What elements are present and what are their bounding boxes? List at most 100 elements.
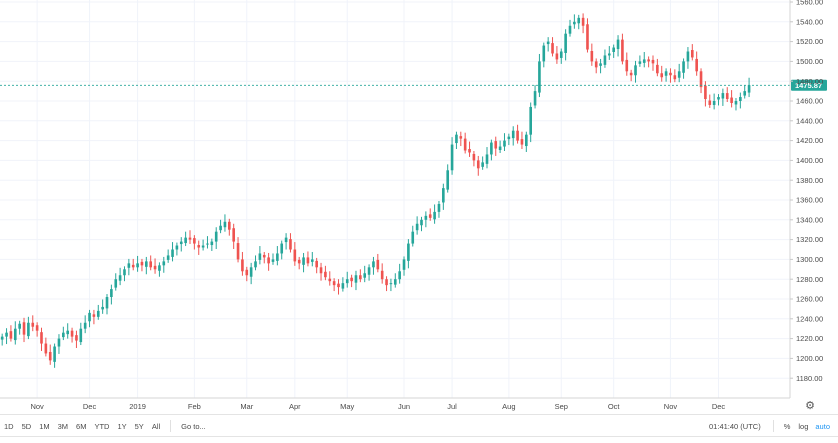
candle xyxy=(228,218,231,236)
range-button-5d[interactable]: 5D xyxy=(21,421,32,431)
y-tick-label: 1420.00 xyxy=(796,136,823,145)
go-to-button[interactable]: Go to... xyxy=(181,421,206,431)
x-tick-label: Jul xyxy=(447,402,457,411)
candle-body xyxy=(660,73,664,78)
candle-body xyxy=(682,61,685,73)
candle-body xyxy=(184,237,187,244)
candle xyxy=(88,309,91,328)
x-tick-label: Nov xyxy=(664,402,678,411)
candle-body xyxy=(463,138,467,151)
candle xyxy=(232,223,235,250)
candle xyxy=(315,257,318,274)
candle-body xyxy=(503,140,506,147)
candle xyxy=(75,330,78,349)
candle xyxy=(372,256,375,275)
candle-body xyxy=(747,85,751,93)
candle-body xyxy=(179,241,183,245)
candle xyxy=(577,14,581,30)
candle xyxy=(529,102,532,143)
candle-body xyxy=(96,310,100,317)
candle-body xyxy=(468,149,471,153)
candle xyxy=(481,156,484,170)
range-button-1d[interactable]: 1D xyxy=(4,421,14,431)
x-axis[interactable]: Nov Dec 2019 Feb Mar Apr May Jun Jul Aug Sep Oct Nov… xyxy=(0,397,790,411)
candle-body xyxy=(158,265,161,271)
range-button-all[interactable]: All xyxy=(151,421,161,431)
candle-body xyxy=(201,245,205,248)
candle xyxy=(485,147,489,169)
candle-body xyxy=(433,211,436,220)
y-axis[interactable]: 1180.00 1200.00 1220.00 1240.00 1260.00 1280.… xyxy=(789,0,823,398)
candle xyxy=(725,87,729,102)
candle xyxy=(463,132,467,154)
candle-body xyxy=(57,338,61,347)
candle xyxy=(669,68,672,83)
y-tick-label: 1460.00 xyxy=(796,97,823,106)
candle-body xyxy=(114,279,118,288)
grid-lines xyxy=(0,0,790,398)
range-button-3m[interactable]: 3M xyxy=(57,421,69,431)
candle-body xyxy=(75,335,78,341)
candle-body xyxy=(498,146,502,151)
price-chart[interactable]: 1475.87 1180.00 1200.00 1220.00 1240.00 1260… xyxy=(0,0,838,414)
range-button-1y[interactable]: 1Y xyxy=(117,421,127,431)
bottom-divider xyxy=(0,436,838,437)
range-button-1m[interactable]: 1M xyxy=(39,421,50,431)
y-tick-label: 1520.00 xyxy=(796,37,823,46)
log-toggle[interactable]: log xyxy=(798,421,809,431)
candle-body xyxy=(258,253,262,260)
candle xyxy=(498,140,502,153)
candle xyxy=(699,68,703,94)
candle xyxy=(53,343,56,368)
candle-body xyxy=(363,273,367,278)
candle xyxy=(621,33,624,65)
auto-toggle[interactable]: auto xyxy=(815,421,830,431)
candle xyxy=(407,239,410,269)
candle-body xyxy=(577,17,581,24)
y-tick-label: 1220.00 xyxy=(796,334,823,343)
percent-toggle[interactable]: % xyxy=(783,421,791,431)
y-tick-label: 1180.00 xyxy=(796,374,823,383)
x-tick-label: Dec xyxy=(83,402,97,411)
candle-body xyxy=(105,297,109,309)
candle xyxy=(450,137,454,175)
candle-body xyxy=(525,134,528,147)
candle xyxy=(468,141,471,157)
candle xyxy=(573,14,576,29)
candle-body xyxy=(476,160,480,169)
candle xyxy=(442,183,445,210)
candle-body xyxy=(149,261,152,268)
candle-body xyxy=(490,142,493,155)
candle-body xyxy=(393,279,397,285)
gear-icon[interactable]: ⚙ xyxy=(805,400,815,412)
candle-body xyxy=(337,283,340,288)
candle xyxy=(9,325,13,342)
range-button-6m[interactable]: 6M xyxy=(76,421,87,431)
x-tick-label: Nov xyxy=(30,402,44,411)
range-button-ytd[interactable]: YTD xyxy=(94,421,110,431)
candle-body xyxy=(546,41,550,45)
candle xyxy=(241,251,244,276)
candle-body xyxy=(271,259,275,262)
candle-body xyxy=(450,144,454,171)
candle-body xyxy=(315,260,318,268)
candle xyxy=(428,208,432,221)
candle-body xyxy=(621,39,624,62)
current-price-line: 1475.87 xyxy=(0,79,827,91)
candle xyxy=(114,273,118,291)
candle-body xyxy=(407,243,410,261)
candle xyxy=(682,58,685,79)
candle xyxy=(712,93,716,110)
candle xyxy=(166,249,170,263)
candle xyxy=(271,253,275,265)
candle xyxy=(110,284,113,305)
x-tick-label: Mar xyxy=(240,402,253,411)
candle xyxy=(149,255,152,271)
candle-body xyxy=(385,279,388,286)
candle xyxy=(332,278,336,292)
y-tick-label: 1500.00 xyxy=(796,57,823,66)
range-button-5y[interactable]: 5Y xyxy=(134,421,144,431)
candle-body xyxy=(79,328,83,343)
candle xyxy=(642,51,646,68)
